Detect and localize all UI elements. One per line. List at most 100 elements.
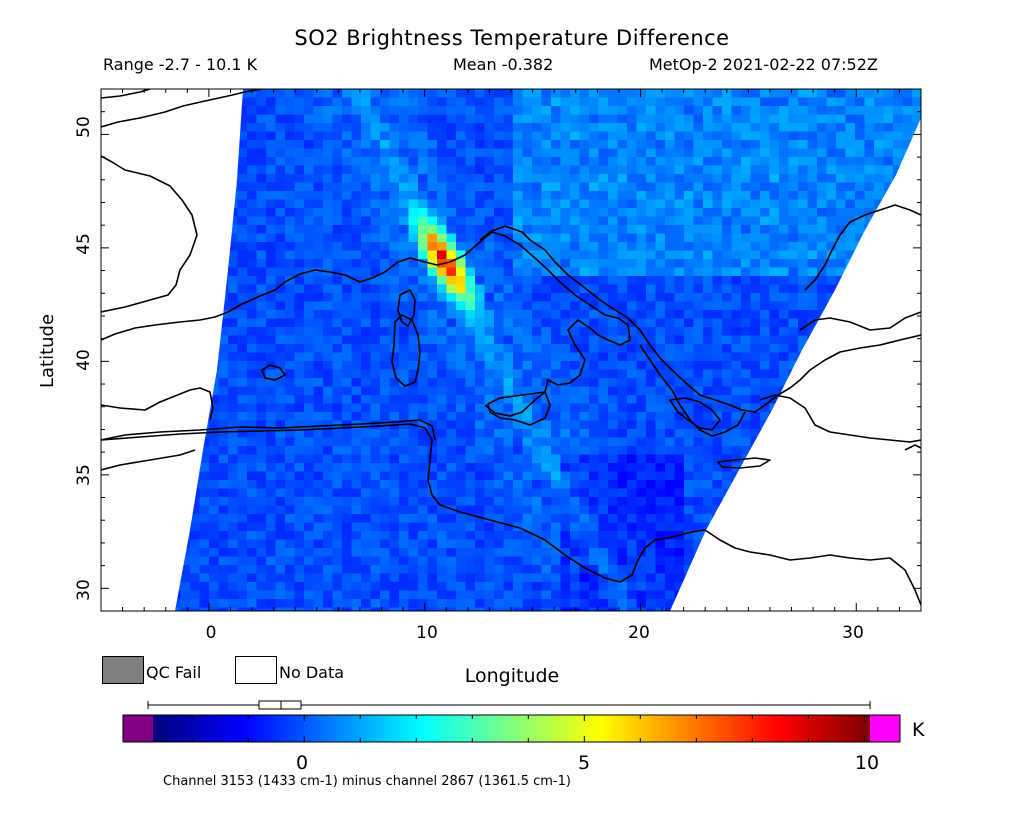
swath-cell bbox=[313, 403, 324, 413]
swath-cell bbox=[617, 327, 628, 337]
swath-cell bbox=[465, 531, 476, 541]
swath-cell bbox=[446, 505, 457, 515]
swath-cell bbox=[342, 293, 353, 303]
swath-cell bbox=[399, 403, 410, 413]
swath-cell bbox=[175, 590, 182, 600]
swath-cell bbox=[627, 267, 638, 277]
swath-cell bbox=[655, 123, 666, 133]
swath-cell bbox=[313, 488, 324, 498]
swath-cell bbox=[712, 318, 723, 328]
swath-cell bbox=[503, 488, 514, 498]
swath-cell bbox=[228, 488, 239, 498]
swath-cell bbox=[712, 276, 723, 286]
swath-cell bbox=[693, 165, 704, 175]
swath-cell bbox=[608, 114, 619, 124]
swath-cell bbox=[484, 276, 495, 286]
swath-cell bbox=[456, 412, 467, 422]
swath-cell bbox=[484, 267, 495, 277]
swath-cell bbox=[608, 463, 619, 473]
swath-cell bbox=[313, 573, 324, 583]
swath-cell bbox=[617, 259, 628, 269]
swath-cell bbox=[722, 471, 733, 481]
swath-cell bbox=[912, 123, 921, 133]
swath-cell bbox=[665, 250, 676, 260]
swath-cell bbox=[570, 199, 581, 209]
swath-cell bbox=[399, 106, 410, 116]
swath-cell bbox=[313, 565, 324, 575]
swath-cell bbox=[617, 318, 628, 328]
swath-cell bbox=[874, 148, 885, 158]
swath-cell bbox=[237, 582, 248, 592]
swath-cell bbox=[494, 344, 505, 354]
swath-cell bbox=[237, 327, 248, 337]
swath-cell bbox=[589, 199, 600, 209]
swath-cell bbox=[332, 199, 343, 209]
swath-cell bbox=[494, 131, 505, 141]
swath-cell bbox=[418, 97, 429, 107]
swath-cell bbox=[712, 225, 723, 235]
swath-cell bbox=[275, 276, 286, 286]
swath-cell bbox=[465, 386, 476, 396]
swath-cell bbox=[513, 514, 524, 524]
swath-cell bbox=[389, 361, 400, 371]
swath-cell bbox=[465, 446, 476, 456]
swath-cell bbox=[408, 514, 419, 524]
swath-cell bbox=[332, 488, 343, 498]
swath-cell bbox=[228, 250, 239, 260]
swath-cell bbox=[370, 174, 381, 184]
swath-cell bbox=[484, 556, 495, 566]
swath-cell bbox=[579, 352, 590, 362]
swath-cell bbox=[275, 148, 286, 158]
swath-cell bbox=[665, 216, 676, 226]
swath-cell bbox=[323, 599, 334, 609]
swath-cell bbox=[361, 182, 372, 192]
swath-cell bbox=[646, 590, 657, 600]
swath-cell bbox=[684, 539, 695, 549]
swath-cell bbox=[741, 242, 752, 252]
swath-cell bbox=[551, 607, 562, 611]
swath-cell bbox=[408, 276, 419, 286]
swath-cell bbox=[855, 216, 866, 226]
swath-cell bbox=[465, 514, 476, 524]
swath-cell bbox=[598, 505, 609, 515]
swath-cell bbox=[551, 284, 562, 294]
swath-cell bbox=[608, 276, 619, 286]
swath-cell bbox=[570, 412, 581, 422]
swath-cell bbox=[864, 106, 875, 116]
swath-cell bbox=[646, 378, 657, 388]
swath-cell bbox=[655, 548, 666, 558]
swath-cell bbox=[275, 446, 286, 456]
swath-cell bbox=[351, 488, 362, 498]
swath-cell bbox=[807, 233, 818, 243]
swath-cell bbox=[646, 488, 657, 498]
swath-cell bbox=[494, 165, 505, 175]
swath-cell bbox=[646, 131, 657, 141]
swath-cell bbox=[399, 131, 410, 141]
swath-cell bbox=[731, 267, 742, 277]
swath-cell bbox=[684, 463, 695, 473]
swath-cell bbox=[674, 123, 685, 133]
swath-cell bbox=[560, 437, 571, 447]
swath-cell bbox=[304, 114, 315, 124]
swath-cell bbox=[589, 539, 600, 549]
swath-cell bbox=[617, 97, 628, 107]
swath-cell bbox=[408, 157, 419, 167]
swath-cell bbox=[655, 284, 666, 294]
swath-cell bbox=[484, 361, 495, 371]
swath-cell bbox=[551, 463, 562, 473]
swath-cell bbox=[750, 106, 761, 116]
swath-cell bbox=[313, 106, 324, 116]
swath-cell bbox=[855, 89, 866, 99]
swath-cell bbox=[608, 539, 619, 549]
swath-cell bbox=[722, 114, 733, 124]
swath-cell bbox=[693, 208, 704, 218]
swath-cell bbox=[646, 531, 657, 541]
swath-cell bbox=[465, 548, 476, 558]
swath-cell bbox=[237, 148, 248, 158]
swath-cell bbox=[465, 199, 476, 209]
swath-cell bbox=[551, 182, 562, 192]
swath-cell bbox=[427, 293, 438, 303]
swath-cell bbox=[617, 242, 628, 252]
swath-cell bbox=[456, 131, 467, 141]
swath-cell bbox=[874, 97, 885, 107]
